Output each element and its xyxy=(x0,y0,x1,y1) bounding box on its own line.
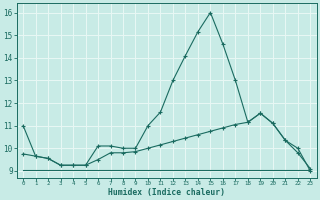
X-axis label: Humidex (Indice chaleur): Humidex (Indice chaleur) xyxy=(108,188,225,197)
